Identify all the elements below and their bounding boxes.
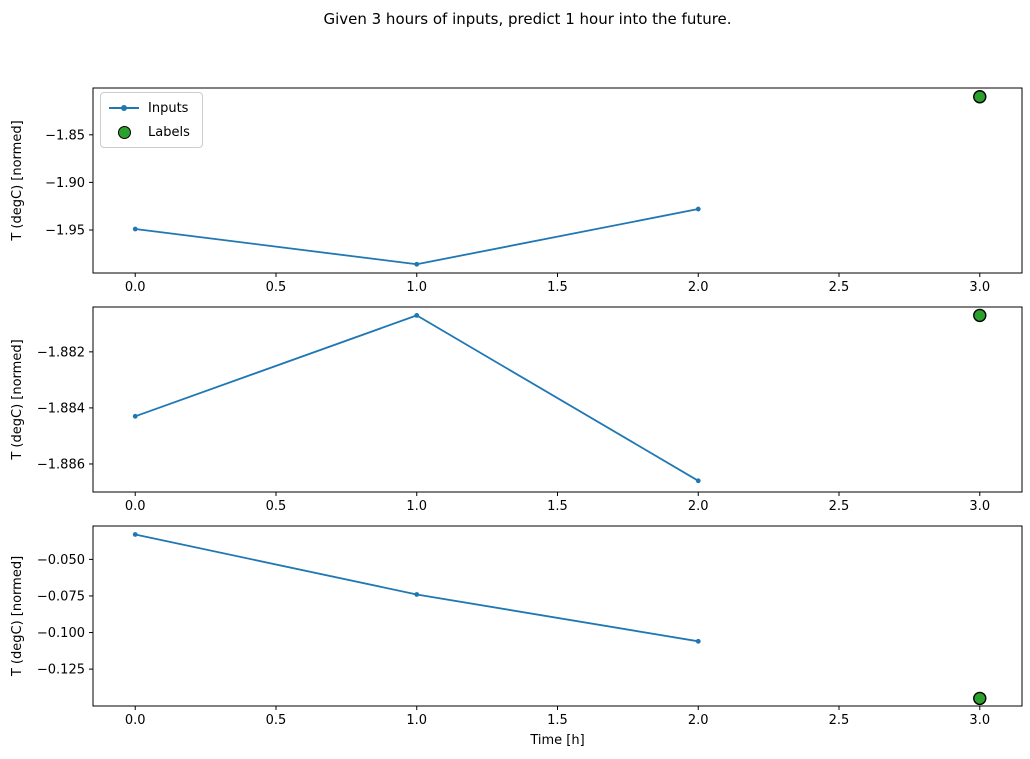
labels-point — [973, 691, 987, 706]
x-tick-label: 1.5 — [547, 280, 568, 295]
legend: Inputs Labels — [100, 92, 203, 148]
x-tick-label: 1.0 — [406, 499, 427, 514]
inputs-marker — [695, 638, 701, 644]
axes-frame — [92, 525, 1023, 707]
axes-frame — [92, 306, 1023, 493]
x-tick-label: 1.5 — [547, 499, 568, 514]
labels-point — [973, 308, 987, 323]
x-tick-label: 3.0 — [969, 280, 990, 295]
x-tick-label: 2.5 — [829, 280, 850, 295]
y-tick-label: −0.125 — [37, 663, 85, 678]
legend-item-inputs: Inputs — [109, 99, 190, 117]
inputs-marker — [132, 532, 138, 537]
x-tick-label: 0.0 — [125, 499, 146, 514]
y-tick-label: −1.90 — [45, 176, 85, 191]
inputs-line — [135, 533, 699, 643]
y-tick-label: −0.050 — [37, 553, 85, 568]
x-tick-label: 2.0 — [688, 499, 709, 514]
x-tick-label: 1.5 — [547, 713, 568, 728]
x-tick-label: 0.5 — [266, 280, 287, 295]
inputs-marker — [132, 226, 138, 232]
y-axis-label: T (degC) [normed] — [10, 120, 25, 241]
y-tick-label: −1.882 — [37, 345, 85, 360]
inputs-line — [135, 208, 699, 266]
y-tick-label: −1.884 — [37, 401, 85, 416]
figure-title: Given 3 hours of inputs, predict 1 hour … — [323, 10, 732, 28]
x-tick-label: 1.0 — [406, 280, 427, 295]
x-tick-label: 0.0 — [125, 280, 146, 295]
labels-point — [973, 90, 987, 104]
inputs-marker — [132, 413, 138, 419]
y-axis-label: T (degC) [normed] — [10, 339, 25, 460]
legend-item-labels: Labels — [109, 123, 190, 141]
dot-marker-icon — [121, 105, 127, 111]
x-axis-label: Time [h] — [529, 733, 584, 748]
line-marker-icon — [109, 105, 139, 111]
legend-label-inputs: Inputs — [148, 100, 189, 116]
y-tick-label: −1.886 — [37, 457, 85, 472]
x-tick-label: 1.0 — [406, 713, 427, 728]
y-tick-label: −1.85 — [45, 128, 85, 143]
y-tick-label: −0.075 — [37, 589, 85, 604]
x-tick-label: 3.0 — [969, 499, 990, 514]
inputs-line — [134, 314, 699, 482]
axes-frame — [92, 87, 1023, 274]
x-tick-label: 3.0 — [969, 713, 990, 728]
x-tick-label: 2.5 — [829, 499, 850, 514]
inputs-marker — [414, 313, 420, 318]
x-tick-label: 0.0 — [125, 713, 146, 728]
inputs-marker — [414, 261, 420, 267]
x-tick-label: 2.0 — [688, 280, 709, 295]
y-tick-label: −0.100 — [37, 626, 85, 641]
inputs-marker — [695, 478, 701, 484]
x-tick-label: 0.5 — [266, 713, 287, 728]
x-tick-label: 2.0 — [688, 713, 709, 728]
y-tick-label: −1.95 — [45, 223, 85, 238]
inputs-marker — [414, 592, 420, 597]
circle-marker-icon — [117, 125, 131, 139]
y-axis-label: T (degC) [normed] — [10, 556, 25, 677]
legend-label-labels: Labels — [148, 124, 190, 140]
inputs-marker — [695, 206, 701, 212]
x-tick-label: 0.5 — [266, 499, 287, 514]
x-tick-label: 2.5 — [829, 713, 850, 728]
